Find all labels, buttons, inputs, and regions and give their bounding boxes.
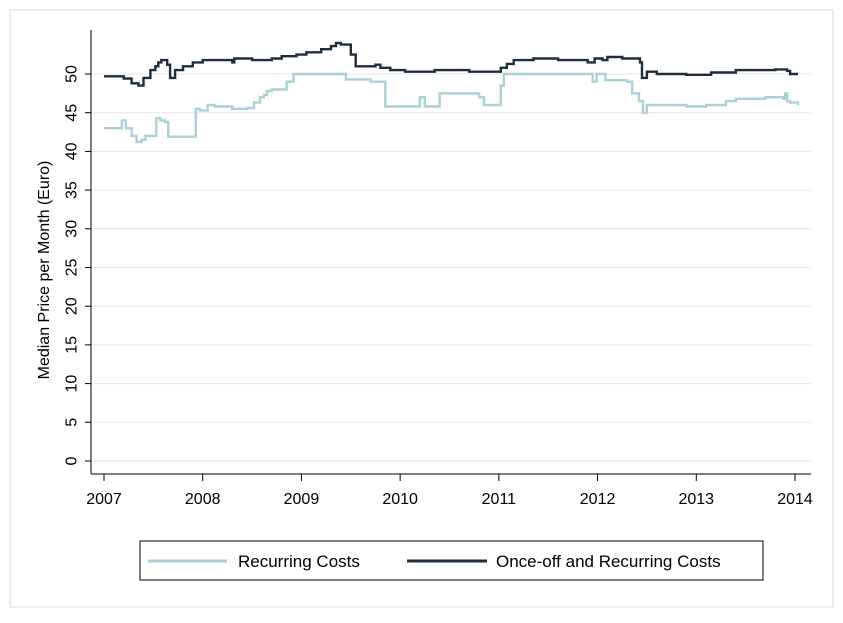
y-axis-label: Median Price per Month (Euro) bbox=[36, 161, 53, 380]
y-tick-label-40: 40 bbox=[64, 142, 81, 160]
line-chart: 0 5 10 15 20 25 30 35 40 45 50 2007 2008 2009 2010 2011… bbox=[0, 0, 843, 618]
chart-background bbox=[0, 0, 843, 618]
y-tick-label-45: 45 bbox=[64, 104, 81, 122]
x-tick-label-2007: 2007 bbox=[86, 491, 122, 508]
y-tick-label-20: 20 bbox=[64, 297, 81, 315]
chart-container: 0 5 10 15 20 25 30 35 40 45 50 2007 2008 2009 2010 2011… bbox=[0, 0, 843, 618]
y-tick-label-5: 5 bbox=[64, 418, 81, 427]
legend-label-recurring: Recurring Costs bbox=[238, 552, 360, 571]
x-tick-label-2012: 2012 bbox=[580, 491, 616, 508]
y-tick-label-0: 0 bbox=[64, 456, 81, 465]
x-tick-label-2010: 2010 bbox=[382, 491, 418, 508]
x-tick-label-2014: 2014 bbox=[777, 491, 813, 508]
x-tick-label-2008: 2008 bbox=[185, 491, 221, 508]
x-tick-label-2013: 2013 bbox=[678, 491, 714, 508]
x-tick-label-2009: 2009 bbox=[284, 491, 320, 508]
y-tick-label-25: 25 bbox=[64, 259, 81, 277]
y-tick-label-35: 35 bbox=[64, 181, 81, 199]
x-tick-label-2011: 2011 bbox=[482, 491, 517, 508]
legend-label-onceoff: Once-off and Recurring Costs bbox=[496, 552, 721, 571]
y-tick-label-10: 10 bbox=[64, 375, 81, 393]
y-tick-label-50: 50 bbox=[64, 65, 81, 83]
y-tick-label-30: 30 bbox=[64, 220, 81, 238]
y-tick-label-15: 15 bbox=[64, 336, 81, 354]
legend: Recurring Costs Once-off and Recurring C… bbox=[140, 541, 763, 580]
